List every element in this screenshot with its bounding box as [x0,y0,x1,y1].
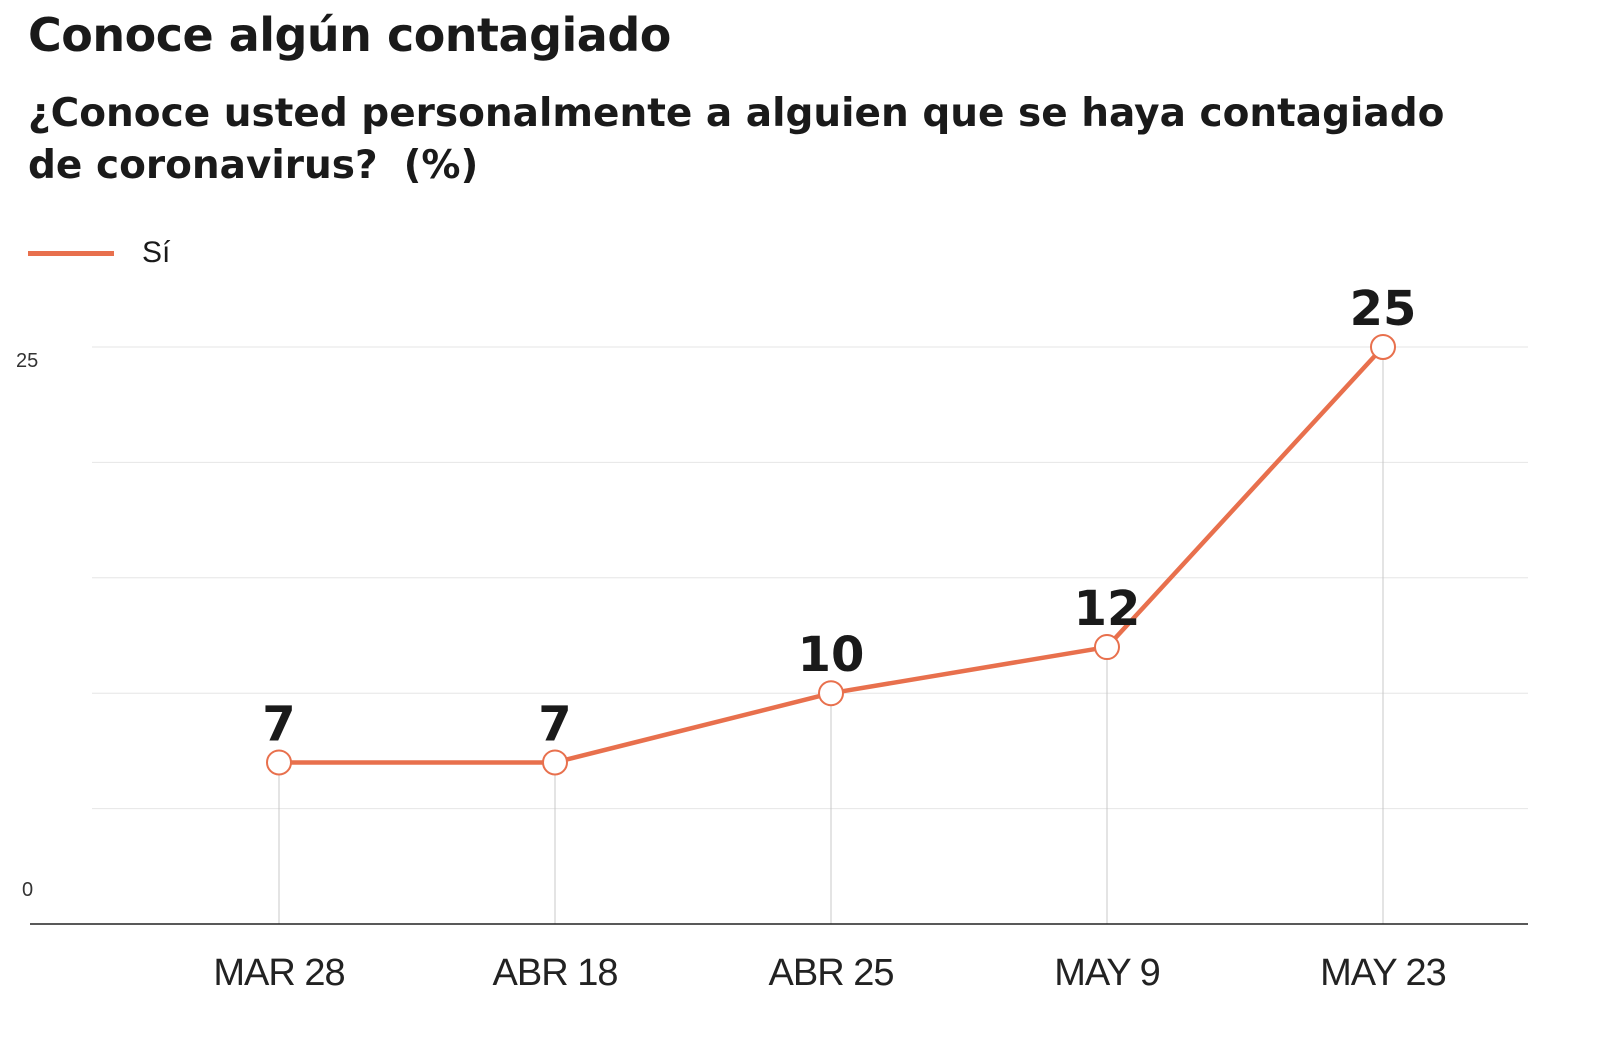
data-point [1094,634,1120,661]
gridlines [92,346,1528,810]
data-label: 12 [1074,581,1141,637]
data-point [818,680,844,707]
drop-lines [278,347,1384,924]
data-points [266,334,1396,776]
y-tick-label: 25 [16,350,38,372]
x-tick-label: MAR 28 [213,952,344,994]
x-axis: MAR 28 ABR 18 ABR 25 MAY 9 MAY 23 [213,952,1446,994]
y-axis: 0 25 [16,350,38,901]
legend: Sí [28,236,170,270]
x-tick-label: ABR 25 [769,952,894,994]
x-tick-label: ABR 18 [493,952,618,994]
data-label: 7 [262,696,295,752]
chart-title: Conoce algún contagiado [28,8,671,62]
legend-swatch [28,250,114,256]
subtitle-text: ¿Conoce usted personalmente a alguien qu… [28,91,1445,188]
data-label: 25 [1350,281,1417,337]
unit-label: (%) [403,143,479,188]
chart-subtitle: ¿Conoce usted personalmente a alguien qu… [28,88,1508,192]
data-label: 10 [798,627,865,683]
data-point [266,749,292,776]
y-tick-label: 0 [22,879,33,901]
data-labels: 7 7 10 12 25 [262,281,1416,752]
data-label: 7 [538,696,571,752]
data-point [1370,334,1396,360]
data-point [542,749,568,776]
x-tick-label: MAY 9 [1054,952,1160,994]
x-tick-label: MAY 23 [1320,952,1446,994]
legend-label: Sí [142,236,171,269]
